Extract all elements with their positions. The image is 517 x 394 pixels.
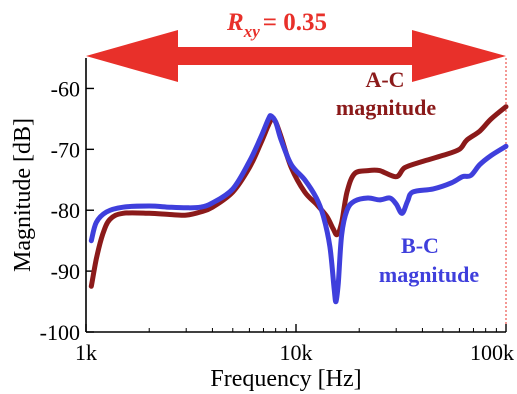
- x-axis-label: Frequency [Hz]: [210, 366, 361, 392]
- y-tick-label: -70: [51, 137, 80, 162]
- y-tick-label: -80: [51, 198, 80, 223]
- series-group: [88, 104, 509, 305]
- y-axis-label: Magnitude [dB]: [10, 118, 36, 272]
- x-axis-ticks: 1k 10k 100k: [75, 324, 514, 365]
- rxy-arrow: [86, 30, 506, 82]
- plot-frame: [85, 58, 507, 333]
- bc-magnitude-line: [88, 113, 509, 305]
- y-tick-label: -100: [40, 320, 80, 345]
- rxy-value: = 0.35: [263, 9, 327, 36]
- y-tick-label: -60: [51, 76, 80, 101]
- rxy-arrow-shape: [86, 30, 506, 82]
- ac-magnitude-line: [88, 104, 509, 289]
- rxy-symbol: R: [226, 9, 244, 36]
- rxy-label: Rxy = 0.35: [226, 9, 327, 41]
- x-tick-label: 10k: [280, 340, 313, 365]
- x-tick-label: 100k: [470, 340, 514, 365]
- rxy-subscript: xy: [243, 22, 261, 41]
- bc-label-line2: magnitude: [379, 262, 479, 287]
- y-axis-ticks: -60 -70 -80 -90 -100: [40, 76, 94, 345]
- ac-label-line1: A-C: [365, 67, 404, 92]
- bc-label-line1: B-C: [401, 233, 439, 258]
- ac-label-line2: magnitude: [336, 95, 436, 120]
- x-tick-label: 1k: [75, 340, 97, 365]
- y-tick-label: -90: [51, 259, 80, 284]
